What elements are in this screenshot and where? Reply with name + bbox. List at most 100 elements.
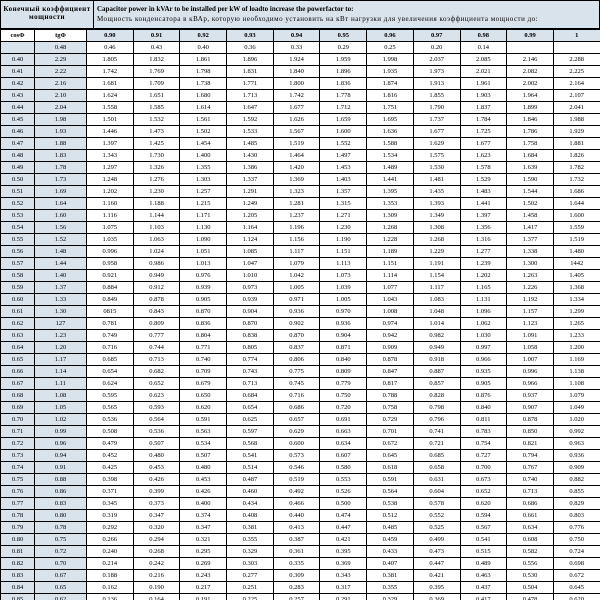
cell: 0.796	[413, 414, 460, 426]
row-tg: 1.33	[35, 294, 87, 306]
cell: 0.214	[87, 558, 134, 570]
cell: 1.257	[180, 186, 227, 198]
cell: 0.473	[413, 546, 460, 558]
cell: 0.563	[180, 426, 227, 438]
row-tg: 0.72	[35, 546, 87, 558]
cell: 1.644	[553, 198, 600, 210]
cell: 1.959	[320, 54, 367, 66]
cell: 1.271	[320, 210, 367, 222]
corner-tg: tgΦ	[35, 30, 87, 42]
cell: 0.837	[273, 342, 320, 354]
cell: 0.775	[273, 366, 320, 378]
cell: 0.905	[460, 378, 507, 390]
row-cos: 0.58	[1, 270, 35, 282]
cell: 0.591	[180, 414, 227, 426]
cell: 0.992	[553, 426, 600, 438]
cell: 0.663	[320, 426, 367, 438]
cell: 0.884	[87, 282, 134, 294]
cell: 1.233	[553, 330, 600, 342]
row-cos: 0.49	[1, 162, 35, 174]
cell: 0.740	[180, 354, 227, 366]
row-tg: 0.75	[35, 534, 87, 546]
row-tg: 2.29	[35, 54, 87, 66]
table-row: 0.432.101.6241.6511.6801.7131.7421.7781.…	[1, 90, 600, 102]
cell: 0.713	[507, 486, 554, 498]
cell: 0.805	[227, 342, 274, 354]
cell: 0.878	[367, 354, 414, 366]
cell: 1.473	[133, 126, 180, 138]
cell: 0.190	[133, 582, 180, 594]
row-cos: 0.65	[1, 354, 35, 366]
cell: 1.899	[507, 102, 554, 114]
table-row: 0.621270.7810.8090.8360.8700.9020.9360.9…	[1, 318, 600, 330]
cell: 0.294	[133, 534, 180, 546]
cell: 0.939	[180, 282, 227, 294]
cell: 0.507	[180, 450, 227, 462]
cell: 0.437	[460, 582, 507, 594]
cell: 1.713	[227, 90, 274, 102]
cell: 0.440	[273, 510, 320, 522]
row-tg: 1.48	[35, 246, 87, 258]
cell: 0.744	[133, 342, 180, 354]
row-tg: 1.56	[35, 222, 87, 234]
cell: 0.225	[227, 594, 274, 600]
col-header: 0.93	[227, 30, 274, 42]
cell: 0.373	[133, 498, 180, 510]
cell: 0.645	[553, 582, 600, 594]
cell: 1.464	[273, 150, 320, 162]
row-tg: 0.67	[35, 570, 87, 582]
cell: 0.803	[553, 510, 600, 522]
cell: 1.124	[227, 234, 274, 246]
table-row: 0.641.200.7160.7440.7710.8050.8370.8710.…	[1, 342, 600, 354]
cell: 1.502	[507, 198, 554, 210]
cell: 0.371	[87, 486, 134, 498]
cell: 1.349	[413, 210, 460, 222]
cell: 0.242	[133, 558, 180, 570]
cell: 0.740	[507, 474, 554, 486]
cell: 0.749	[87, 330, 134, 342]
cell: 1.837	[460, 102, 507, 114]
row-cos: 0.71	[1, 426, 35, 438]
col-header: 1	[553, 30, 600, 42]
cell: 1.559	[553, 222, 600, 234]
cell: 1.063	[133, 234, 180, 246]
cell: 2.082	[507, 66, 554, 78]
cell: 0.843	[133, 306, 180, 318]
cell: 1.229	[413, 246, 460, 258]
cell: 1.096	[460, 306, 507, 318]
cell: 1.356	[460, 222, 507, 234]
cell: 0.631	[413, 474, 460, 486]
cell: 0.565	[87, 402, 134, 414]
cell: 1.441	[460, 198, 507, 210]
cell: 1.831	[227, 66, 274, 78]
cell: 0.904	[320, 330, 367, 342]
cell: 0.974	[367, 318, 414, 330]
cell: 1.544	[507, 186, 554, 198]
cell: 0.798	[413, 402, 460, 414]
cell: 1.058	[507, 342, 554, 354]
cell: 0.654	[87, 366, 134, 378]
col-header: 0.94	[273, 30, 320, 42]
cell: 1.073	[320, 270, 367, 282]
cell: 1.265	[553, 318, 600, 330]
row-tg: 0.48	[35, 42, 87, 54]
cell: 0.942	[367, 330, 414, 342]
cell: 1.816	[367, 90, 414, 102]
cell: 1.786	[507, 126, 554, 138]
cell: 0.937	[507, 390, 554, 402]
cell: 1.281	[273, 198, 320, 210]
cell: 0.754	[460, 438, 507, 450]
cell: 0.809	[320, 366, 367, 378]
cell: 1.624	[87, 90, 134, 102]
cell: 1.896	[320, 66, 367, 78]
cell: 1.585	[133, 102, 180, 114]
table-head: cosΦtgΦ0.900.910.920.930.940.950.960.970…	[1, 30, 600, 42]
cell	[507, 42, 554, 54]
row-cos: 0.78	[1, 510, 35, 522]
cell: 0.949	[413, 342, 460, 354]
cell: 1.647	[227, 102, 274, 114]
row-cos: 0.48	[1, 150, 35, 162]
cell: 0.623	[133, 390, 180, 402]
table-row: 0.402.291.8051.8321.8611.8961.9241.9591.…	[1, 54, 600, 66]
row-tg: 0.80	[35, 510, 87, 522]
